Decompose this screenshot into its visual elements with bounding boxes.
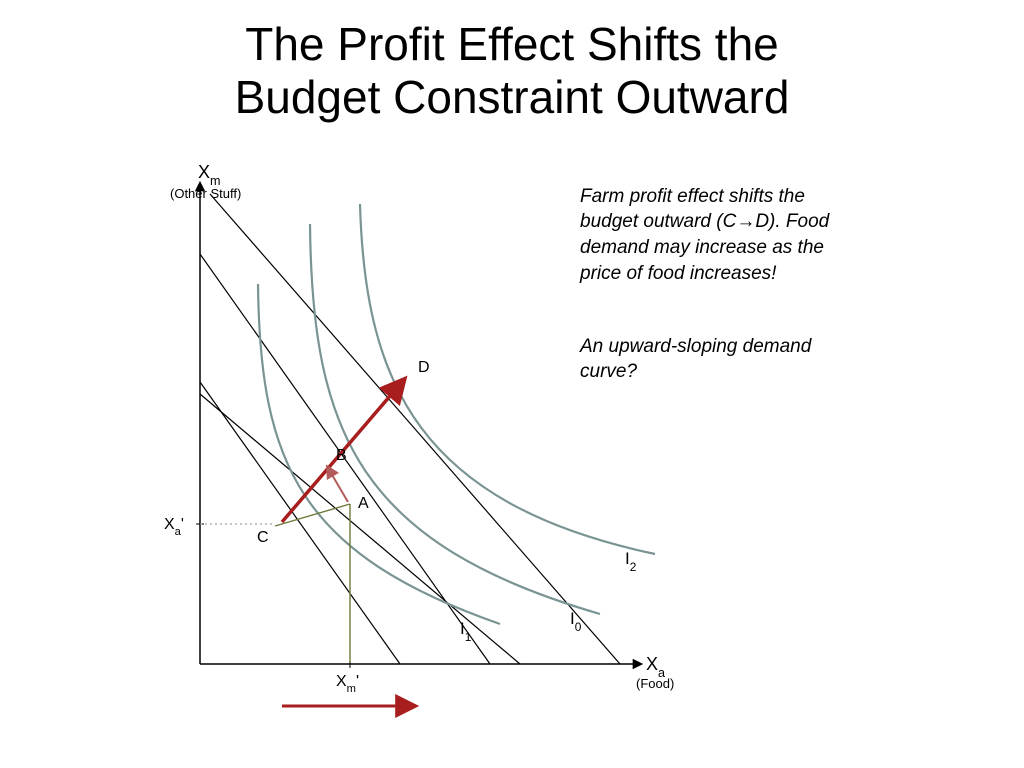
annotation-block-1: Farm profit effect shifts the budget out… — [580, 184, 860, 287]
y-prime-label: Xa' — [164, 516, 184, 538]
diagram-container: Xm(Other Stuff)Xa(Food)Xa'Xm'I1I0I2ABCD … — [0, 124, 1024, 744]
x-axis-caption: (Food) — [636, 676, 674, 691]
budget-line-0 — [200, 394, 520, 664]
budget-line-1 — [200, 382, 400, 664]
economics-diagram: Xm(Other Stuff)Xa(Food)Xa'Xm'I1I0I2ABCD — [0, 124, 1024, 744]
indiff-curve-I0 — [310, 224, 600, 614]
point-C: C — [257, 529, 269, 546]
page-title: The Profit Effect Shifts the Budget Cons… — [0, 0, 1024, 124]
y-axis-title: Xm — [198, 162, 221, 188]
point-A: A — [358, 495, 369, 512]
title-line1: The Profit Effect Shifts the — [245, 18, 779, 70]
budget-line-3 — [210, 194, 620, 664]
point-D: D — [418, 359, 430, 376]
x-prime-label: Xm' — [336, 673, 359, 695]
y-axis-caption: (Other Stuff) — [170, 186, 241, 201]
indiff-curve-I1 — [258, 284, 500, 624]
point-B: B — [336, 447, 347, 464]
title-line2: Budget Constraint Outward — [235, 71, 790, 123]
indiff-label-I2: I2 — [625, 549, 637, 574]
annotation-block-2: An upward-sloping demand curve? — [580, 334, 860, 385]
arrow-a-to-b — [328, 468, 348, 502]
indiff-label-I1: I1 — [460, 619, 472, 644]
